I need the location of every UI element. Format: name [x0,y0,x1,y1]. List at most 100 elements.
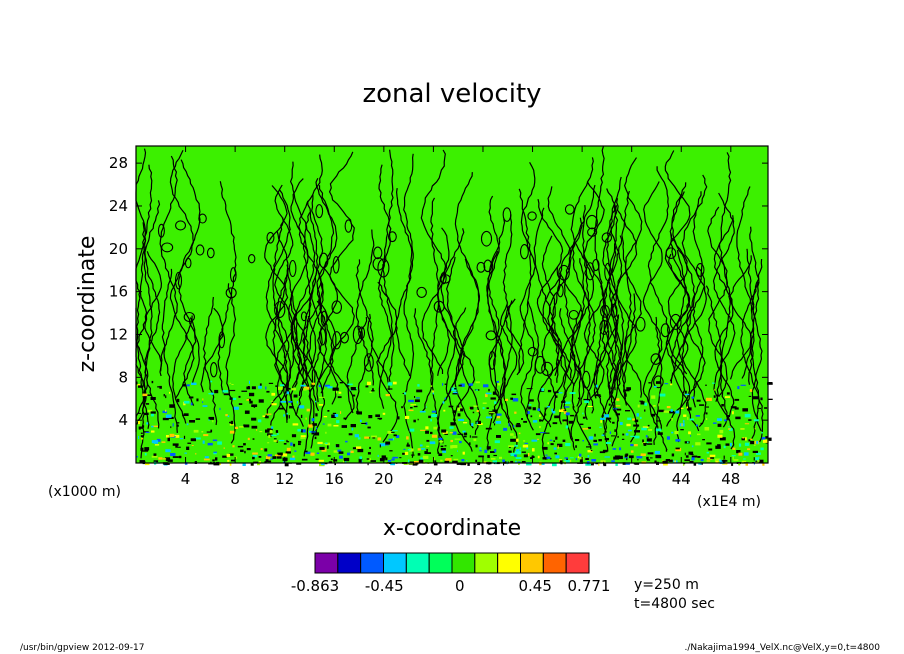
speckle [166,435,169,438]
speckle [334,414,339,417]
speckle [232,445,235,448]
speckle [514,444,518,447]
speckle [627,417,632,420]
speckle [716,418,722,421]
contour-lines [135,146,764,460]
contour-line [601,188,618,433]
speckle [611,435,616,437]
speckle [165,395,167,399]
x-tick-label: 48 [721,470,740,488]
speckle [744,423,750,425]
contour-loop [352,325,363,345]
speckle [749,389,753,392]
speckle [165,409,167,412]
contour-line [171,315,193,424]
speckle [169,391,171,394]
speckle [546,406,550,408]
speckle [332,387,339,391]
speckle [716,394,720,397]
speckle [248,380,250,384]
contour-loop [541,361,554,376]
speckle [582,412,584,415]
speckle [347,452,351,456]
speckle [453,458,459,461]
speckle [637,404,640,408]
speckle [357,448,364,453]
speckle [687,407,692,411]
speckle [315,413,318,417]
speckle [633,424,640,427]
speckle [327,410,330,412]
speckle [228,453,234,456]
speckle [412,462,418,466]
speckle [152,425,158,427]
speckle [385,441,391,445]
speckle [496,380,499,383]
colorbar-label: 0.771 [568,577,611,595]
contour-loop [650,353,662,365]
contour-line [570,157,595,414]
y-tick-label: 16 [109,283,128,301]
speckle [542,446,548,450]
speckle [359,456,363,460]
speckle [203,458,210,461]
speckle [644,402,648,406]
speckle [407,449,411,451]
speckle [367,462,369,466]
speckle [321,448,327,452]
speckle [715,461,719,463]
speckle [753,444,756,446]
speckle [452,460,458,464]
y-tick-label: 8 [118,368,128,386]
speckle [755,460,758,464]
speckle [425,426,429,430]
contour-line [729,255,752,380]
speckle [654,460,657,464]
speckle [544,407,546,411]
speckle [604,456,610,458]
contour-line [367,313,390,390]
speckle [251,417,257,421]
contour-line [376,281,399,443]
speckle [351,427,354,431]
speckle [754,428,756,430]
speckle [753,457,755,461]
speckle [407,442,409,446]
speckle [630,435,635,437]
speckle [419,444,423,447]
speckle [565,443,571,447]
speckle [250,462,254,466]
speckle [457,413,461,417]
speckle [158,457,163,460]
speckle [231,397,237,400]
speckle [675,447,680,450]
speckle [339,455,343,459]
contour-line [288,291,301,388]
y-tick-label: 28 [109,154,128,172]
speckle [653,405,656,407]
speckle [734,398,740,401]
contour-line [328,151,355,421]
speckle [728,428,731,430]
speckle [454,388,457,390]
speckle [748,395,752,397]
contour-line [202,296,218,426]
speckle [206,431,212,433]
speckle [399,457,402,459]
speckle [663,462,668,466]
speckle [293,443,296,447]
speckle [142,425,145,428]
speckle [743,458,746,460]
speckle [426,445,430,448]
speckle [494,423,496,426]
speckle [599,426,602,428]
speckle [608,403,611,406]
speckle [338,391,342,394]
speckle [367,452,371,455]
speckle [458,418,464,422]
contour-line [413,308,433,413]
speckle [475,444,478,448]
speckle [259,431,263,433]
speckle [540,462,545,465]
contour-line [593,146,606,399]
